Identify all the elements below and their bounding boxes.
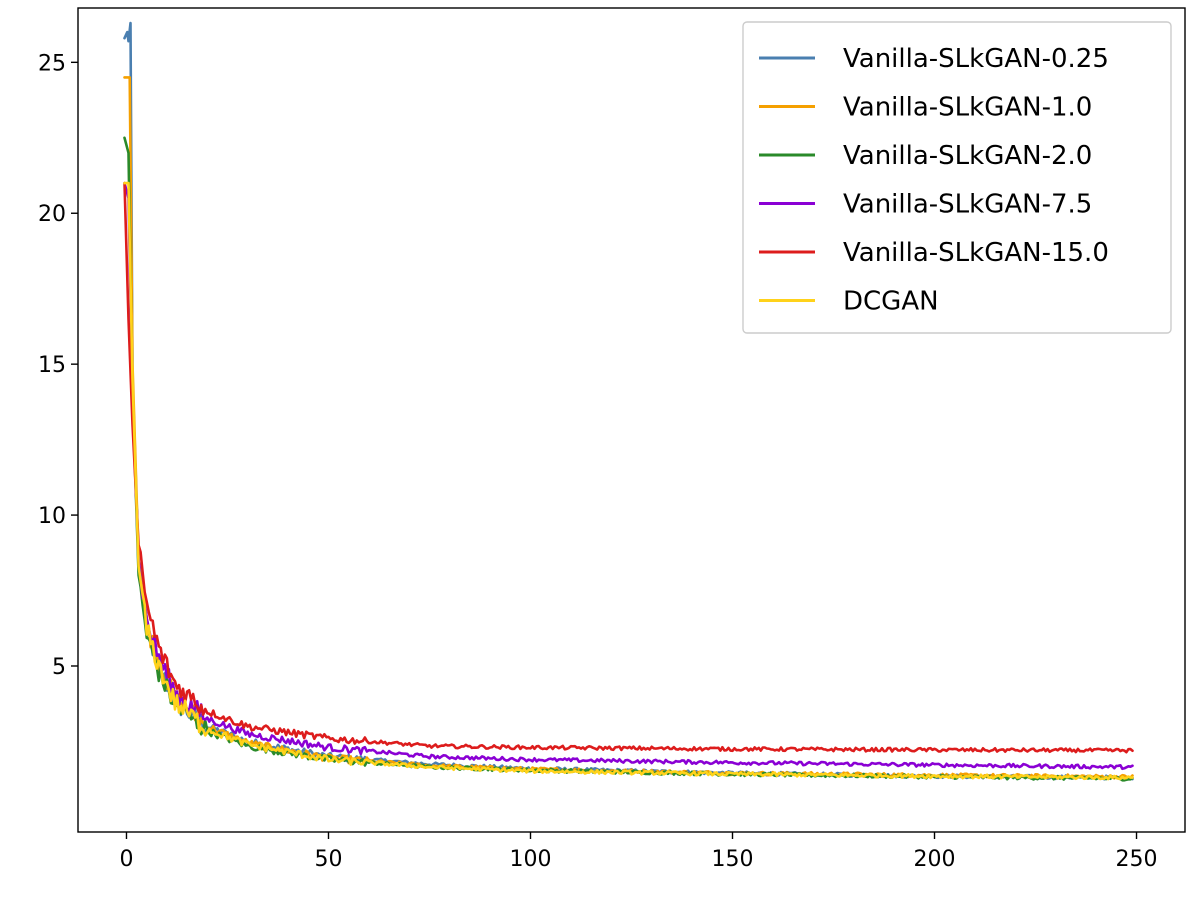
series-line-4 <box>123 181 1134 754</box>
y-tick-label-2: 15 <box>38 353 66 378</box>
x-tick-label-2: 100 <box>509 847 551 872</box>
y-tick-label-4: 25 <box>38 51 66 76</box>
y-tick-label-0: 5 <box>52 655 66 680</box>
legend-label-0: Vanilla-SLkGAN-0.25 <box>843 44 1109 74</box>
x-tick-label-5: 250 <box>1116 847 1158 872</box>
x-tick-label-4: 200 <box>914 847 956 872</box>
series-line-5 <box>123 181 1134 781</box>
legend: Vanilla-SLkGAN-0.25 Vanilla-SLkGAN-1.0 Van… <box>742 21 1172 334</box>
legend-label-5: DCGAN <box>843 287 939 317</box>
legend-label-4: Vanilla-SLkGAN-15.0 <box>843 238 1109 268</box>
x-tick-label-3: 150 <box>712 847 754 872</box>
legend-box <box>742 21 1172 334</box>
legend-label-2: Vanilla-SLkGAN-2.0 <box>843 141 1092 171</box>
legend-label-3: Vanilla-SLkGAN-7.5 <box>843 190 1092 220</box>
x-tick-label-0: 0 <box>119 847 133 872</box>
axis-layer: 0 50 100 150 200 250 5 10 15 20 25 <box>38 51 1158 872</box>
y-tick-label-1: 10 <box>38 504 66 529</box>
legend-label-1: Vanilla-SLkGAN-1.0 <box>843 93 1092 123</box>
plot-frame <box>77 7 1186 833</box>
x-tick-label-1: 50 <box>314 847 342 872</box>
series-layer <box>123 21 1134 782</box>
series-line-3 <box>123 181 1134 771</box>
y-tick-label-3: 20 <box>38 202 66 227</box>
